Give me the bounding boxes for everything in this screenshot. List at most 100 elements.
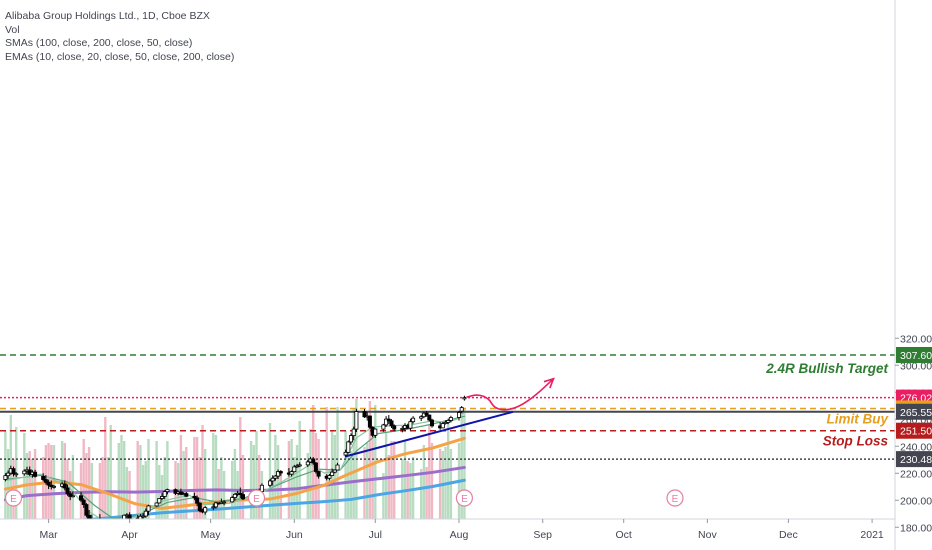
candle	[101, 526, 104, 531]
volume-bar	[268, 423, 272, 519]
candle	[49, 484, 54, 488]
price-badge-label: 251.50	[900, 426, 932, 438]
candle	[143, 510, 148, 517]
candle	[448, 417, 453, 421]
candle	[446, 420, 451, 423]
candle	[419, 416, 424, 419]
candle	[230, 497, 235, 503]
volume-bar	[363, 447, 366, 519]
price-badge	[896, 403, 932, 420]
candle	[443, 421, 448, 424]
candle	[62, 483, 67, 489]
candle	[154, 502, 159, 507]
candle	[384, 418, 389, 426]
candle	[270, 477, 275, 482]
volume-bar	[104, 417, 107, 519]
volume-bar	[382, 473, 385, 519]
candle	[389, 420, 394, 427]
candle	[346, 441, 351, 453]
volume-bar	[279, 471, 282, 519]
candle	[65, 487, 70, 495]
candle	[68, 493, 73, 497]
earnings-label: E	[672, 494, 679, 505]
candle	[348, 435, 353, 443]
candle	[292, 466, 297, 473]
candle	[122, 514, 127, 519]
chart-legend: Alibaba Group Holdings Ltd., 1D, Cboe BZ…	[5, 10, 234, 64]
candle	[14, 473, 19, 476]
level-lines: 2.4R Bullish Target Limit Buy Stop Loss	[0, 354, 895, 460]
candle	[373, 428, 378, 436]
volume-bar	[393, 441, 396, 519]
candle	[84, 504, 89, 516]
volume-bar	[217, 469, 220, 519]
volume-bar	[147, 439, 150, 519]
volume-bar	[295, 445, 299, 519]
time-tick-label: Dec	[779, 529, 798, 541]
candle	[381, 424, 386, 430]
sma50-line	[3, 436, 466, 510]
time-tick-label: Aug	[450, 529, 469, 541]
legend-smas[interactable]: SMAs (100, close, 200, close, 50, close)	[5, 37, 193, 49]
candle	[197, 502, 202, 512]
candle	[203, 507, 208, 513]
volume-bar	[182, 451, 185, 519]
volume-bar	[347, 451, 350, 519]
legend-emas[interactable]: EMAs (10, close, 20, close, 50, close, 2…	[5, 50, 235, 63]
candle	[184, 493, 189, 497]
volume-bar	[144, 461, 147, 519]
price-badge-label: 230.48	[900, 454, 932, 466]
price-tick-label: 180.00	[900, 522, 932, 534]
level-annotation: Limit Buy	[826, 411, 889, 426]
volume-bar	[123, 441, 126, 519]
volume-bar	[106, 457, 110, 519]
price-tick-label: 220.00	[900, 468, 932, 480]
price-badge	[896, 346, 932, 363]
volume-bar	[198, 457, 201, 519]
candle	[3, 475, 8, 480]
volume-bar	[87, 447, 91, 519]
earnings-label: E	[253, 494, 260, 505]
candle	[162, 491, 167, 497]
legend-symbol-title[interactable]: Alibaba Group Holdings Ltd., 1D, Cboe BZ…	[5, 10, 210, 22]
volume-bar	[368, 401, 372, 519]
candle	[79, 495, 84, 501]
candle	[400, 428, 405, 430]
earnings-marker	[666, 489, 684, 507]
volume-bar	[239, 417, 242, 519]
candle	[159, 496, 164, 499]
volume-bar	[195, 437, 199, 519]
candles-layer	[3, 395, 467, 533]
volume-bar	[117, 443, 120, 519]
volume-bar	[403, 441, 407, 519]
earnings-marker	[247, 489, 266, 507]
volume-bar	[23, 433, 26, 519]
time-tick-label: Jun	[286, 529, 303, 541]
volume-bar	[6, 449, 10, 519]
volume-bar	[298, 421, 301, 519]
earnings-marker	[455, 489, 473, 507]
volume-bar	[384, 433, 388, 519]
candle	[106, 525, 109, 533]
volume-bar	[309, 429, 312, 519]
time-tick-label: May	[201, 529, 222, 541]
candle	[424, 412, 429, 416]
volume-bar	[252, 445, 255, 519]
candle	[267, 480, 272, 486]
candle	[335, 464, 340, 471]
volume-bar	[201, 425, 204, 519]
candle	[52, 485, 57, 488]
volume-bar	[371, 427, 374, 519]
volume-bar	[82, 439, 85, 519]
candle	[456, 412, 461, 418]
price-badge-label: 307.60	[900, 350, 932, 362]
time-tick-label: Apr	[121, 529, 138, 541]
volume-bar	[139, 445, 142, 519]
time-tick-label: Oct	[616, 529, 632, 541]
candle	[362, 411, 367, 418]
candle	[87, 514, 92, 519]
volume-bar	[220, 457, 223, 519]
legend-volume[interactable]: Vol	[5, 23, 20, 36]
candle	[278, 471, 283, 474]
